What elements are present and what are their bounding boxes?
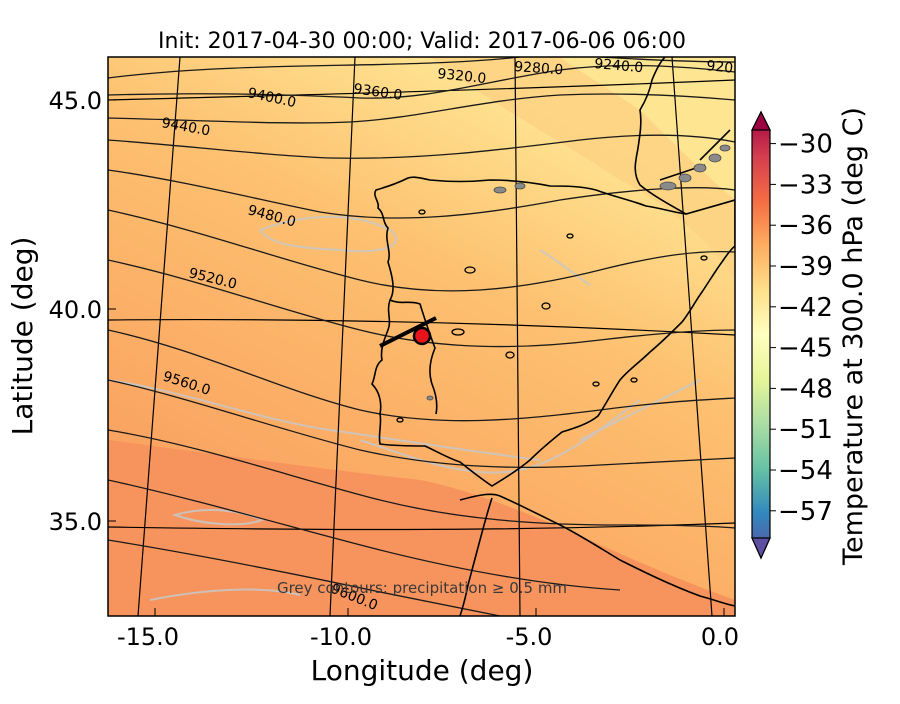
- map-area: 9600.0 9560.0 9520.0 9480.0 9440.0 9400.…: [108, 56, 735, 616]
- colorbar-top-arrow: [751, 110, 771, 131]
- precipitation-contours: [108, 215, 701, 601]
- colorbar-tick-label: −39: [778, 252, 833, 282]
- graticule: [108, 57, 735, 616]
- africa-inland-border: [459, 497, 493, 616]
- y-tick-label: 40.0: [49, 296, 102, 324]
- map-frame: [107, 56, 736, 617]
- colorbar-tick-label: −51: [778, 415, 833, 445]
- colorbar-tick-label: −30: [778, 130, 833, 160]
- location-marker: [412, 326, 432, 346]
- x-tick-label: -5.0: [506, 623, 553, 651]
- colorbar-bottom-arrow: [751, 537, 771, 560]
- map-title: Init: 2017-04-30 00:00; Valid: 2017-06-0…: [158, 29, 686, 54]
- y-axis-label: Latitude (deg): [6, 237, 39, 436]
- colorbar-tick-label: −36: [778, 211, 833, 241]
- contour-label-9240: 9240.0: [594, 56, 644, 76]
- x-tick-label: -10.0: [310, 623, 372, 651]
- precipitation-cells: [426, 144, 731, 401]
- y-tick-label: 35.0: [49, 508, 102, 536]
- colorbar-tick-label: −57: [778, 497, 833, 527]
- inland-features: [396, 209, 708, 423]
- colorbar-tick-label: −33: [778, 170, 833, 200]
- x-axis-label: Longitude (deg): [311, 654, 534, 687]
- iberia-coastline: [371, 176, 735, 487]
- contour-label-9360: 9360.0: [352, 81, 403, 104]
- trajectory-marker-line: [379, 316, 437, 348]
- colorbar-tick-label: −54: [778, 456, 833, 486]
- precipitation-annotation: Grey contours: precipitation ≥ 0.5 mm: [277, 579, 567, 597]
- x-tick-label: -15.0: [117, 623, 179, 651]
- colorbar: −30 −33 −36 −39 −42 −45 −48 −51 −54 −57 Temperatu…: [751, 107, 869, 566]
- contour-label-920: 920: [706, 58, 734, 77]
- contour-label-9280: 9280.0: [514, 59, 564, 78]
- colorbar-ticks: −30 −33 −36 −39 −42 −45 −48 −51 −54 −57: [770, 130, 833, 527]
- temperature-band-coolest: [560, 57, 735, 200]
- x-axis: -15.0 -10.0 -5.0 0.0 Longitude (deg): [117, 608, 739, 687]
- y-tick-label: 45.0: [49, 87, 102, 115]
- portugal-border: [389, 299, 438, 415]
- colorbar-bar: [751, 110, 771, 560]
- y-axis: 45.0 40.0 35.0 Latitude (deg): [6, 87, 116, 536]
- coastlines: [371, 57, 735, 616]
- france-coastline: [634, 57, 687, 215]
- x-tick-label: 0.0: [701, 623, 739, 651]
- africa-coastline: [459, 493, 735, 607]
- colorbar-tick-label: −45: [778, 334, 833, 364]
- colorbar-tick-label: −42: [778, 293, 833, 323]
- height-contours: [108, 57, 735, 616]
- coast-small-1: [699, 129, 731, 161]
- temperature-band-warm: [108, 440, 735, 616]
- colorbar-label: Temperature at 300.0 hPa (deg C): [838, 107, 869, 566]
- contour-label-9320: 9320.0: [437, 66, 487, 87]
- colorbar-tick-label: −48: [778, 374, 833, 404]
